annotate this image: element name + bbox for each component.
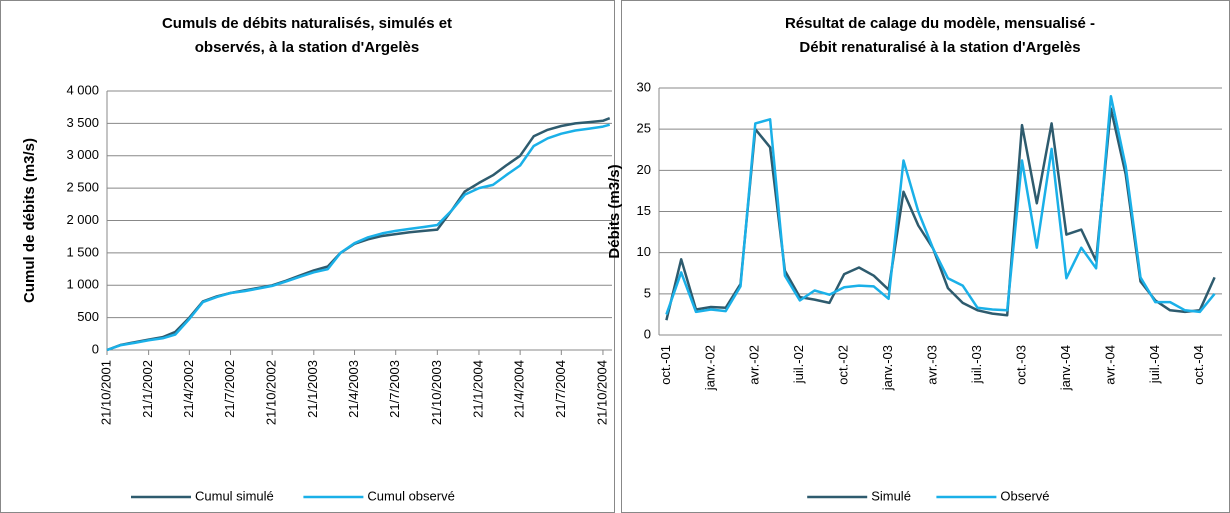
y-tick-label: 30: [637, 79, 651, 94]
x-tick-label: 21/1/2004: [470, 360, 485, 418]
series-line: [665, 94, 1216, 315]
x-tick-label: 21/10/2003: [429, 360, 444, 425]
x-tick-label: 21/7/2004: [553, 360, 568, 418]
legend-label: Cumul observé: [367, 488, 454, 503]
y-tick-label: 2 500: [66, 180, 99, 195]
y-tick-label: 2 000: [66, 212, 99, 227]
x-tick-label: oct.-03: [1013, 345, 1028, 385]
legend-label: Simulé: [871, 488, 911, 503]
y-tick-label: 15: [637, 203, 651, 218]
series-line: [106, 123, 611, 352]
y-tick-label: 3 000: [66, 147, 99, 162]
y-tick-label: 4 000: [66, 82, 99, 97]
y-tick-label: 0: [92, 341, 99, 356]
y-tick-label: 1 500: [66, 244, 99, 259]
x-tick-label: juil.-03: [969, 345, 984, 384]
x-tick-label: 21/1/2002: [140, 360, 155, 418]
x-tick-label: 21/10/2001: [98, 360, 113, 425]
x-tick-label: 21/10/2004: [594, 360, 609, 425]
x-tick-label: janv.-02: [702, 345, 717, 391]
y-tick-label: 1 000: [66, 277, 99, 292]
y-tick-label: 500: [77, 309, 99, 324]
y-tick-label: 0: [644, 326, 651, 341]
x-tick-label: avr.-02: [747, 345, 762, 385]
chart-title: Cumuls de débits naturalisés, simulés et: [162, 15, 452, 32]
x-tick-label: avr.-03: [925, 345, 940, 385]
y-axis-label: Cumul de débits (m3/s): [21, 138, 38, 303]
x-tick-label: oct.-04: [1191, 345, 1206, 385]
series-line: [106, 117, 611, 352]
x-tick-label: avr.-04: [1102, 345, 1117, 385]
x-tick-label: janv.-03: [880, 345, 895, 391]
x-tick-label: 21/7/2002: [222, 360, 237, 418]
y-tick-label: 10: [637, 244, 651, 259]
x-tick-label: janv.-04: [1058, 345, 1073, 391]
x-tick-label: juil.-04: [1147, 345, 1162, 384]
legend-label: Cumul simulé: [195, 488, 274, 503]
y-tick-label: 20: [637, 162, 651, 177]
chart-title: Débit renaturalisé à la station d'Argelè…: [799, 39, 1080, 56]
x-tick-label: 21/1/2003: [305, 360, 320, 418]
x-tick-label: 21/7/2003: [387, 360, 402, 418]
y-axis-label: Débits (m3/s): [606, 164, 623, 258]
y-tick-label: 5: [644, 285, 651, 300]
y-tick-label: 3 500: [66, 115, 99, 130]
x-tick-label: oct.-02: [836, 345, 851, 385]
y-tick-label: 25: [637, 121, 651, 136]
x-tick-label: 21/4/2003: [346, 360, 361, 418]
chart-title: observés, à la station d'Argelès: [195, 39, 420, 56]
legend-label: Observé: [1000, 488, 1049, 503]
x-tick-label: juil.-02: [791, 345, 806, 384]
x-tick-label: oct.-01: [658, 345, 673, 385]
chart-title: Résultat de calage du modèle, mensualisé…: [785, 15, 1095, 32]
x-tick-label: 21/4/2004: [512, 360, 527, 418]
x-tick-label: 21/4/2002: [181, 360, 196, 418]
x-tick-label: 21/10/2002: [264, 360, 279, 425]
series-line: [665, 107, 1216, 321]
